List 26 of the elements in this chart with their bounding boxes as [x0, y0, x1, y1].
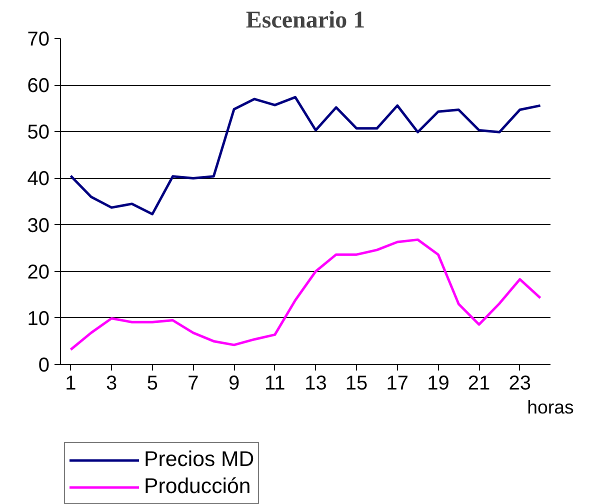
x-tick-label: 23 [508, 372, 531, 394]
x-axis-title: horas [527, 396, 574, 418]
y-tick-label: 30 [27, 214, 50, 237]
x-tick-label: 1 [65, 372, 76, 394]
x-tick-label: 3 [106, 372, 118, 394]
x-tick-label: 15 [345, 372, 368, 394]
x-tick-label: 9 [228, 372, 240, 394]
y-tick-label: 60 [27, 75, 50, 98]
y-tick-label: 70 [27, 28, 50, 50]
x-tick-label: 17 [386, 372, 408, 394]
x-tick-label: 13 [304, 372, 327, 394]
y-tick-label: 20 [27, 261, 50, 284]
legend-label: Precios MD [144, 447, 254, 472]
x-tick-label: 7 [188, 372, 199, 394]
x-tick-label: 5 [146, 372, 158, 394]
line-series [69, 96, 542, 216]
y-tick-label: 50 [27, 122, 50, 144]
line-series [69, 238, 542, 351]
y-tick-label: 40 [27, 168, 50, 190]
x-tick-label: 21 [468, 372, 490, 394]
x-tick-label: 19 [427, 372, 450, 394]
x-tick-label: 11 [264, 372, 286, 394]
chart-title: Escenario 1 [246, 8, 366, 34]
y-tick-label: 10 [27, 308, 50, 330]
legend-label: Producción [144, 474, 251, 499]
y-tick-label: 0 [38, 354, 50, 376]
